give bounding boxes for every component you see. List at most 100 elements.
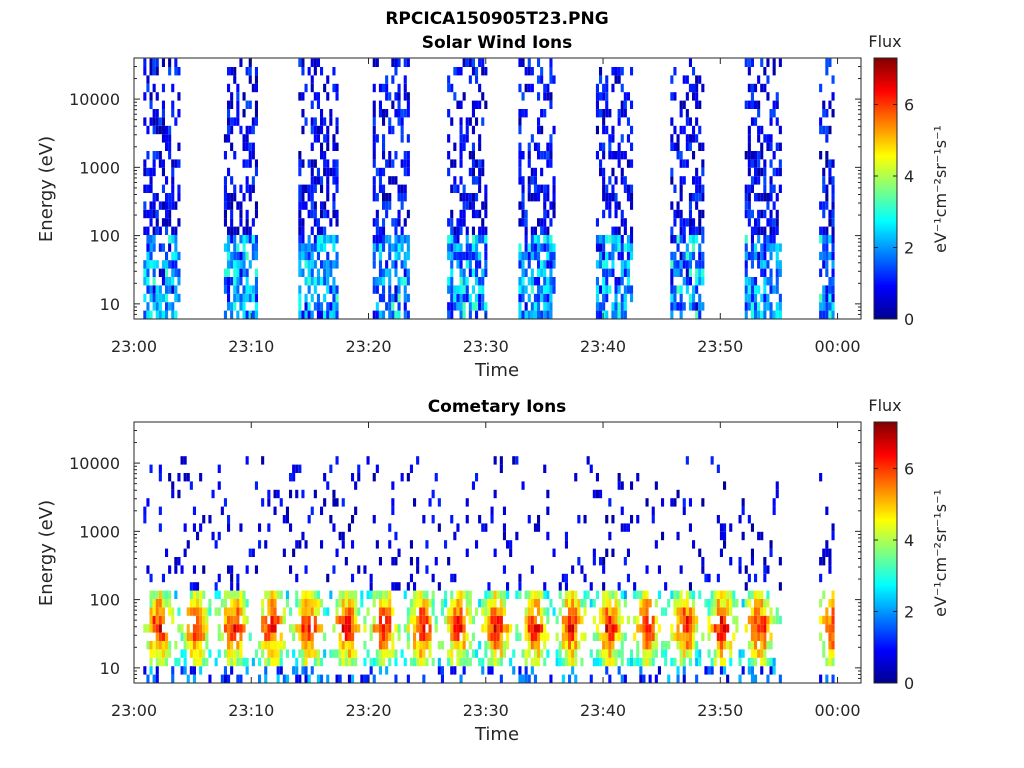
heatmap-cell [648,624,652,633]
heatmap-cell [372,151,376,160]
heatmap-cell [530,277,534,286]
heatmap-cell [152,201,156,210]
heatmap-cell [245,285,249,294]
heatmap-cell [623,100,627,109]
heatmap-cell [769,540,773,549]
heatmap-cell [716,632,720,641]
heatmap-cell [459,226,463,235]
heatmap-cell [320,302,324,311]
y-tick-label: 100 [89,591,120,610]
heatmap-cell [382,151,386,160]
heatmap-cell [614,201,618,210]
heatmap-cell [155,285,159,294]
heatmap-cell [692,125,696,135]
heatmap-cell [217,624,221,633]
heatmap-cell [499,624,503,633]
heatmap-cell [301,67,305,76]
heatmap-cell [313,599,317,608]
heatmap-cell [493,624,497,633]
heatmap-cell [642,599,646,608]
heatmap-cell [750,184,754,193]
heatmap-cell [679,176,683,185]
heatmap-cell [754,624,758,633]
heatmap-cell [747,293,751,303]
heatmap-cell [403,193,407,202]
heatmap-cell [230,310,234,319]
heatmap-cell [478,515,482,524]
heatmap-cell [614,235,618,244]
heatmap-cell [676,666,680,675]
heatmap-cell [406,615,410,625]
heatmap-cell [679,226,683,235]
heatmap-cell [630,100,634,109]
heatmap-cell [602,285,606,294]
heatmap-cell [754,674,758,683]
heatmap-cell [468,641,472,650]
heatmap-cell [695,615,699,625]
heatmap-cell [623,590,627,599]
heatmap-cell [713,649,717,658]
heatmap-cell [236,83,240,93]
heatmap-cell [428,498,432,507]
heatmap-cell [524,209,528,219]
heatmap-cell [698,260,702,269]
heatmap-cell [285,674,289,683]
heatmap-cell [611,67,615,76]
heatmap-cell [161,599,165,608]
heatmap-cell [403,159,407,168]
heatmap-cell [428,615,432,625]
heatmap-cell [223,607,227,616]
heatmap-cell [351,615,355,625]
heatmap-cell [254,285,258,294]
heatmap-cell [822,251,826,261]
heatmap-cell [310,83,314,93]
heatmap-cell [310,209,314,219]
heatmap-cell [310,184,314,193]
heatmap-cell [248,58,252,67]
heatmap-cell [471,125,475,135]
heatmap-cell [453,607,457,616]
heatmap-cell [754,632,758,641]
heatmap-cell [552,285,556,294]
heatmap-cell [763,176,767,185]
heatmap-cell [673,92,677,101]
heatmap-cell [242,142,246,151]
heatmap-cell [540,285,544,294]
heatmap-cell [741,531,745,541]
heatmap-cell [465,599,469,608]
heatmap-cell [168,151,172,160]
heatmap-cell [778,310,782,319]
heatmap-cell [161,260,165,269]
heatmap-cell [552,201,556,210]
heatmap-cell [313,58,317,67]
heatmap-cell [524,226,528,235]
heatmap-cell [382,293,386,303]
heatmap-cell [586,456,590,465]
heatmap-cell [233,268,237,277]
heatmap-cell [537,218,541,227]
heatmap-cell [236,657,240,667]
heatmap-cell [831,615,835,625]
heatmap-cell [750,243,754,252]
heatmap-cell [403,277,407,286]
heatmap-cell [316,92,320,101]
heatmap-cell [599,260,603,269]
heatmap-cell [155,632,159,641]
heatmap-cell [174,201,178,210]
heatmap-cell [608,142,612,151]
heatmap-cell [676,209,680,219]
heatmap-cell [682,235,686,244]
heatmap-cell [196,657,200,667]
heatmap-cell [592,632,596,641]
heatmap-cell [447,285,451,294]
heatmap-cell [304,674,308,683]
heatmap-cell [363,657,367,667]
heatmap-cell [760,590,764,599]
heatmap-cell [769,251,773,261]
heatmap-cell [772,310,776,319]
heatmap-cell [248,67,252,76]
heatmap-cell [335,209,339,219]
heatmap-cell [177,159,181,168]
heatmap-cell [186,641,190,650]
heatmap-cell [760,632,764,641]
